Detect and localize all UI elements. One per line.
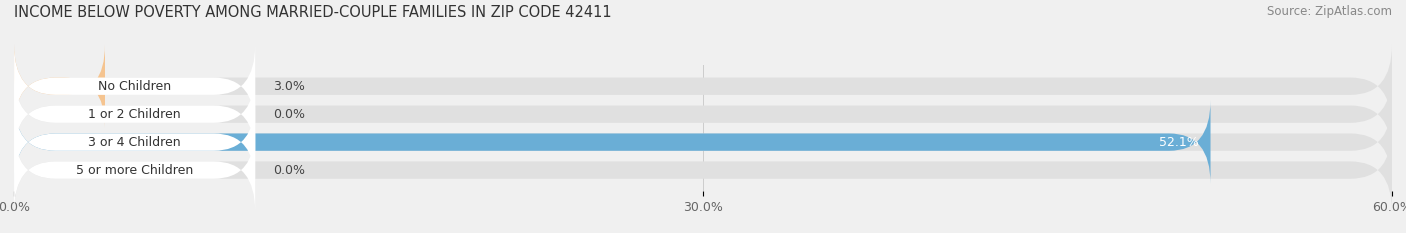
FancyBboxPatch shape	[14, 100, 1211, 184]
FancyBboxPatch shape	[14, 72, 1392, 156]
FancyBboxPatch shape	[14, 128, 1392, 212]
FancyBboxPatch shape	[14, 72, 256, 156]
Text: No Children: No Children	[98, 80, 172, 93]
FancyBboxPatch shape	[14, 45, 1392, 128]
FancyBboxPatch shape	[14, 100, 256, 184]
Text: 0.0%: 0.0%	[274, 164, 305, 177]
FancyBboxPatch shape	[14, 100, 1392, 184]
FancyBboxPatch shape	[14, 45, 105, 128]
Text: 3.0%: 3.0%	[274, 80, 305, 93]
Text: 52.1%: 52.1%	[1160, 136, 1199, 149]
FancyBboxPatch shape	[14, 128, 256, 212]
Text: 3 or 4 Children: 3 or 4 Children	[89, 136, 181, 149]
FancyBboxPatch shape	[14, 45, 256, 128]
Text: INCOME BELOW POVERTY AMONG MARRIED-COUPLE FAMILIES IN ZIP CODE 42411: INCOME BELOW POVERTY AMONG MARRIED-COUPL…	[14, 5, 612, 20]
Text: 0.0%: 0.0%	[274, 108, 305, 121]
Text: 5 or more Children: 5 or more Children	[76, 164, 193, 177]
Text: 1 or 2 Children: 1 or 2 Children	[89, 108, 181, 121]
Text: Source: ZipAtlas.com: Source: ZipAtlas.com	[1267, 5, 1392, 18]
